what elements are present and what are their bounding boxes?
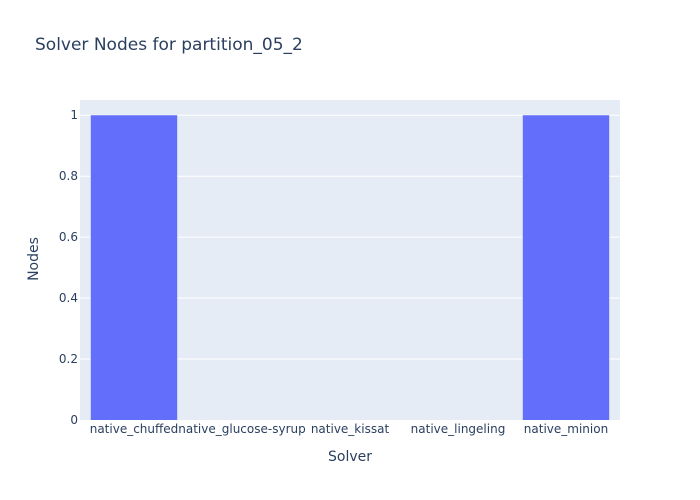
x-tick-label: native_glucose-syrup (178, 422, 305, 436)
x-axis-title: Solver (328, 449, 372, 465)
y-tick-label: 0.4 (59, 291, 78, 305)
y-tick-label: 0.6 (59, 230, 78, 244)
x-tick-label: native_lingeling (411, 422, 506, 436)
y-tick-label: 0.2 (59, 352, 78, 366)
y-tick-labels: 0 0.2 0.4 0.6 0.8 1 (59, 108, 78, 427)
chart-title: Solver Nodes for partition_05_2 (35, 35, 303, 55)
bar-native_minion[interactable] (522, 115, 610, 420)
bars (90, 115, 610, 420)
x-tick-label: native_kissat (311, 422, 390, 436)
y-tick-label: 0 (70, 413, 78, 427)
x-tick-labels: native_chuffed native_glucose-syrup native… (90, 422, 608, 436)
x-tick-label: native_minion (524, 422, 608, 436)
y-axis-title: Nodes (26, 237, 42, 281)
y-tick-label: 0.8 (59, 169, 78, 183)
bar-native_chuffed[interactable] (90, 115, 178, 420)
x-tick-label: native_chuffed (90, 422, 179, 436)
y-tick-label: 1 (70, 108, 78, 122)
